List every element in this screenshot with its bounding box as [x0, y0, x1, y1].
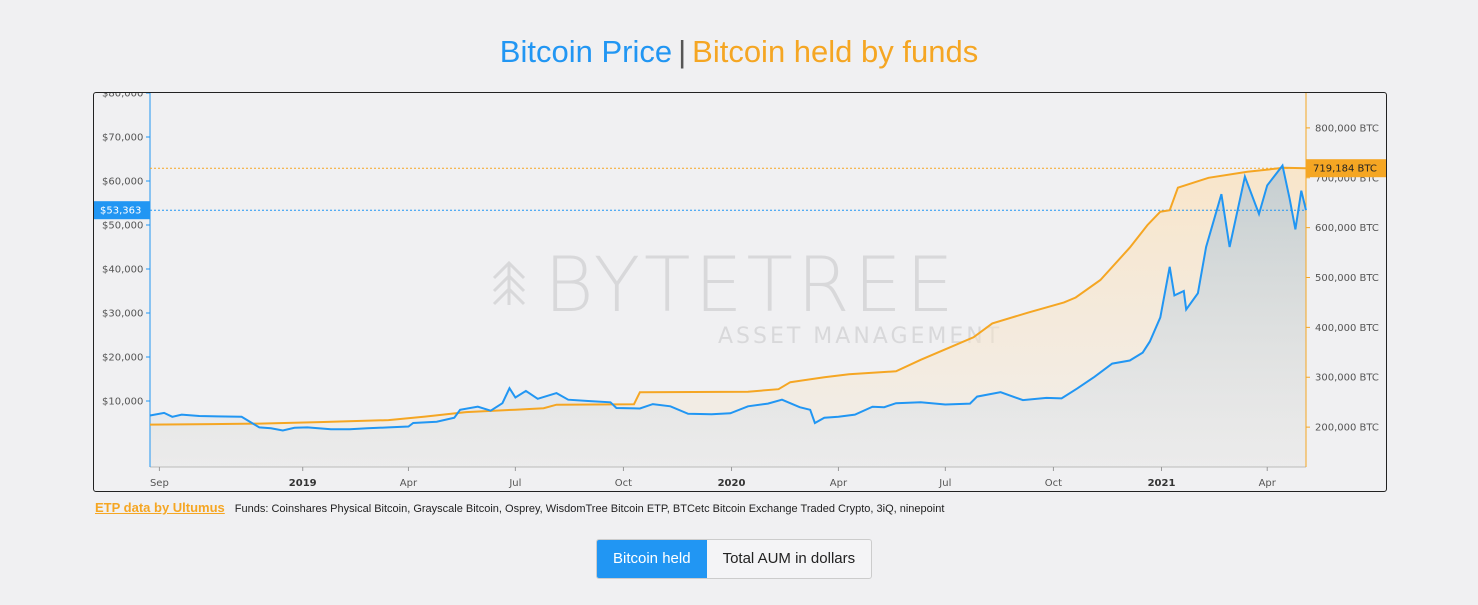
x-tick-label: Jul	[938, 478, 951, 489]
x-tick-label: Oct	[1045, 478, 1062, 489]
metric-toggle: Bitcoin held Total AUM in dollars	[596, 539, 873, 579]
funds-text: Funds: Coinshares Physical Bitcoin, Gray…	[234, 503, 945, 515]
y-right-tick-label: 400,000 BTC	[1315, 323, 1379, 334]
y-right-tick-label: 800,000 BTC	[1315, 123, 1379, 134]
etp-data-link[interactable]: ETP data by Ultumus	[95, 500, 225, 515]
y-left-tick-label: $70,000	[102, 133, 143, 144]
y-left-tick-label: $40,000	[102, 265, 143, 276]
title-bitcoin-held: Bitcoin held by funds	[692, 34, 979, 69]
held-current-label: 719,184 BTC	[1306, 159, 1386, 178]
y-right-tick-label: 300,000 BTC	[1315, 373, 1379, 384]
tree-logo-icon	[492, 260, 526, 306]
title-bitcoin-price: Bitcoin Price	[499, 34, 673, 69]
y-right-tick-label: 500,000 BTC	[1315, 273, 1379, 284]
y-left-tick-label: $50,000	[102, 221, 143, 232]
price-current-label: $53,363	[94, 201, 150, 220]
bitcoin-held-button[interactable]: Bitcoin held	[597, 540, 707, 578]
x-tick-label: Apr	[830, 478, 848, 489]
y-left-tick-label: $30,000	[102, 309, 143, 320]
series-line-held	[149, 166, 1307, 426]
title-separator: |	[678, 34, 687, 69]
x-tick-label: 2020	[718, 478, 746, 489]
right-axis: 200,000 BTC 300,000 BTC 400,000 BTC 500,000…	[1306, 123, 1379, 434]
watermark-subtext: ASSET MANAGEMENT	[718, 324, 1002, 349]
y-left-tick-label: $20,000	[102, 353, 143, 364]
held-area	[150, 167, 1306, 468]
left-axis: $10,000 $20,000 $30,000 $40,000 $50,000 $60,0…	[102, 93, 150, 408]
y-right-tick-label: 200,000 BTC	[1315, 423, 1379, 434]
total-aum-button[interactable]: Total AUM in dollars	[722, 550, 856, 567]
series-line-price	[149, 163, 1307, 432]
chart-container: BYTETREE ASSET MANAGEMENT $10,000 $20,000…	[93, 92, 1387, 492]
price-current-text: $53,363	[100, 206, 141, 217]
footer: ETP data by Ultumus Funds: Coinshares Phy…	[95, 500, 944, 515]
y-left-tick-label: $60,000	[102, 177, 143, 188]
x-tick-label: Oct	[615, 478, 632, 489]
x-tick-label: Apr	[400, 478, 418, 489]
x-tick-label: Apr	[1259, 478, 1277, 489]
y-left-tick-label: $10,000	[102, 397, 143, 408]
x-tick-label: 2019	[289, 478, 317, 489]
x-tick-label: 2021	[1148, 478, 1176, 489]
watermark: BYTETREE ASSET MANAGEMENT	[492, 240, 1002, 349]
x-tick-label: Jul	[508, 478, 521, 489]
x-tick-label: Sep	[150, 478, 169, 489]
y-left-tick-label: $80,000	[102, 93, 143, 100]
y-right-tick-label: 600,000 BTC	[1315, 223, 1379, 234]
chart-svg: BYTETREE ASSET MANAGEMENT $10,000 $20,000…	[94, 93, 1386, 489]
held-current-text: 719,184 BTC	[1313, 164, 1377, 175]
y-right-tick-label: 700,000 BTC	[1315, 173, 1379, 184]
price-area	[150, 165, 1306, 467]
chart-title: Bitcoin Price | Bitcoin held by funds	[0, 30, 1478, 74]
watermark-text: BYTETREE	[544, 240, 958, 329]
x-axis: Sep 2019 Apr Jul Oct 2020 Apr Jul Oct 2021 Apr	[150, 467, 1277, 489]
